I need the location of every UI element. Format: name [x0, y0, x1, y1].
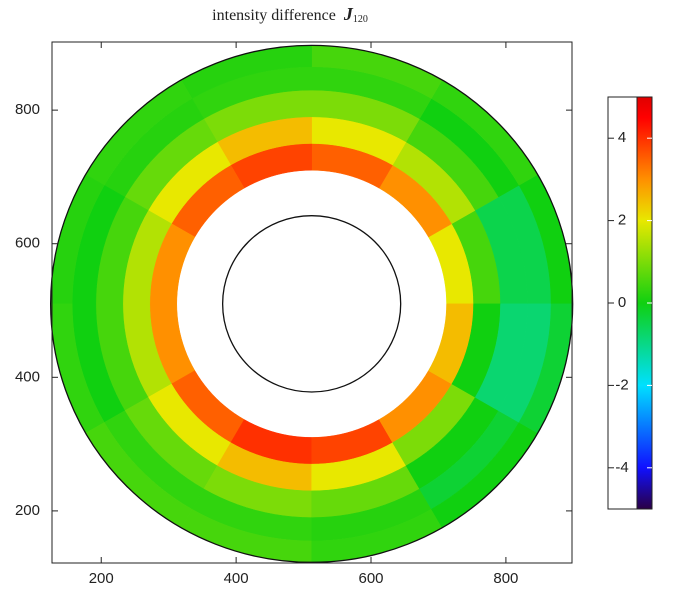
y-tick-label: 800 — [15, 101, 40, 118]
title-subscript: 120 — [353, 14, 368, 25]
x-tick-label: 400 — [224, 570, 249, 587]
x-tick-label: 600 — [358, 570, 383, 587]
y-tick-label: 600 — [15, 235, 40, 252]
colorbar-tick-label: 4 — [618, 129, 626, 146]
plot-frame — [51, 41, 573, 564]
circle — [50, 44, 574, 563]
colorbar-tick-label: 2 — [618, 212, 626, 229]
x-tick-label: 200 — [89, 570, 114, 587]
colorbar-tick-label: -2 — [615, 376, 628, 393]
y-tick-label: 200 — [15, 502, 40, 519]
y-tick-label: 400 — [15, 368, 40, 385]
title-text: intensity difference — [212, 7, 336, 24]
chart-title: intensity difference J120 — [212, 4, 368, 25]
x-tick-label: 800 — [493, 570, 518, 587]
title-symbol: J — [343, 4, 354, 24]
circle — [221, 215, 402, 393]
colorbar-tick-label: 0 — [618, 294, 626, 311]
colorbar-tick-label: -4 — [615, 459, 628, 476]
